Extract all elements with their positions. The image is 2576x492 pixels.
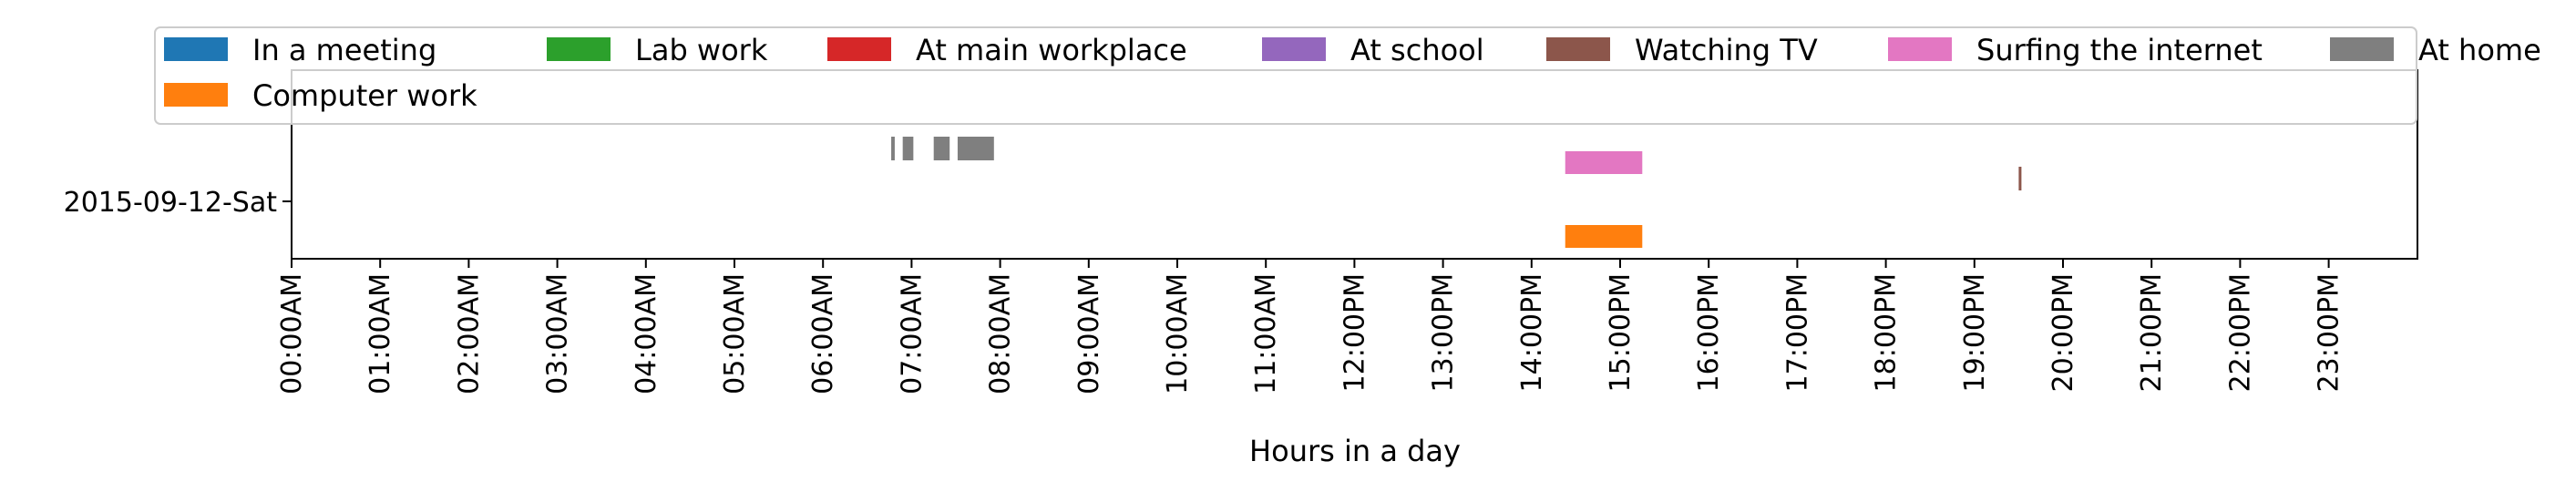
x-tick-label: 06:00AM <box>807 273 839 395</box>
bar-surfing-the-internet <box>1565 151 1643 174</box>
x-tick-label: 03:00AM <box>542 273 574 395</box>
x-tick-label: 22:00PM <box>2224 273 2256 392</box>
x-tick-label: 10:00AM <box>1162 273 1194 395</box>
x-tick-label: 18:00PM <box>1871 273 1903 392</box>
x-tick-label: 17:00PM <box>1781 273 1813 392</box>
legend-label: Surfing the internet <box>1976 33 2263 67</box>
legend-label: Watching TV <box>1635 33 1818 67</box>
x-tick-label: 08:00AM <box>985 273 1017 395</box>
x-tick-label: 20:00PM <box>2047 273 2079 392</box>
legend-label: Computer work <box>252 78 477 113</box>
bar-at-home <box>957 137 994 160</box>
x-tick-label: 07:00AM <box>896 273 928 395</box>
x-tick-label: 21:00PM <box>2136 273 2168 392</box>
x-tick-label: 12:00PM <box>1339 273 1370 392</box>
x-tick-label: 09:00AM <box>1073 273 1105 395</box>
x-tick-label: 19:00PM <box>1959 273 1991 392</box>
x-tick-label: 11:00AM <box>1250 273 1282 395</box>
y-tick-label: 2015-09-12-Sat <box>64 187 278 219</box>
x-tick-label: 15:00PM <box>1605 273 1637 392</box>
bar-at-home <box>933 137 950 160</box>
legend-frame <box>154 26 2417 125</box>
x-tick-label: 23:00PM <box>2314 273 2345 392</box>
x-tick-label: 02:00AM <box>453 273 485 395</box>
legend-swatch <box>1546 37 1610 61</box>
legend-label: At main workplace <box>916 33 1187 67</box>
legend-label: In a meeting <box>252 33 436 67</box>
bar-at-home <box>891 137 895 160</box>
x-tick-label: 14:00PM <box>1516 273 1548 392</box>
x-tick-label: 01:00AM <box>364 273 396 395</box>
legend-label: At home <box>2418 33 2541 67</box>
x-axis: 00:00AM 01:00AM 02:00AM 03:00AM 04:00AM 05:00… <box>276 259 2345 395</box>
legend-swatch <box>547 37 611 61</box>
x-axis-title: Hours in a day <box>1249 434 1461 468</box>
x-tick-label: 16:00PM <box>1693 273 1725 392</box>
legend-swatch <box>164 37 228 61</box>
y-axis: 2015-09-12-Sat <box>64 187 292 219</box>
bar-computer-work <box>1565 225 1643 248</box>
legend-label: Lab work <box>635 33 768 67</box>
legend-swatch <box>1262 37 1326 61</box>
bar-at-home <box>902 137 914 160</box>
x-tick-label: 04:00AM <box>631 273 662 395</box>
legend-label: At school <box>1350 33 1484 67</box>
legend-swatch <box>164 83 228 107</box>
bar-watching-tv <box>2018 167 2022 190</box>
legend-swatch <box>827 37 891 61</box>
legend-swatch <box>1888 37 1952 61</box>
legend: In a meeting Lab work At main workplace At … <box>154 26 2541 125</box>
bar-group <box>891 137 2022 248</box>
x-tick-label: 00:00AM <box>276 273 308 395</box>
legend-swatch <box>2330 37 2394 61</box>
x-tick-label: 13:00PM <box>1428 273 1460 392</box>
x-tick-label: 05:00AM <box>719 273 751 395</box>
